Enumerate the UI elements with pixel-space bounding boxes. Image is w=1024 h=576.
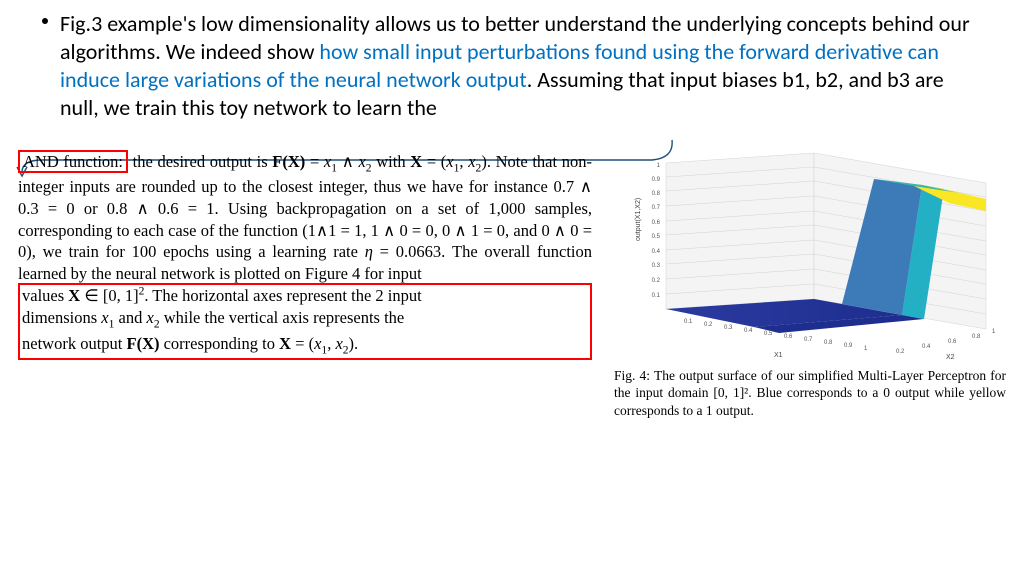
svg-text:0.2: 0.2 [704, 322, 713, 328]
plot-xlabel: X1 [774, 352, 783, 359]
plot-ylabel: X2 [946, 354, 955, 361]
svg-text:0.9: 0.9 [652, 177, 661, 183]
svg-text:0.3: 0.3 [652, 263, 661, 269]
svg-text:0.2: 0.2 [896, 349, 905, 355]
svg-text:0.8: 0.8 [652, 191, 661, 197]
svg-text:0.2: 0.2 [652, 278, 661, 284]
redbox2-line1: values X ∈ [0, 1]2. The horizontal axes … [22, 286, 422, 305]
figure-caption: Fig. 4: The output surface of our simpli… [614, 367, 1006, 420]
paper-line1-rest: the desired output is [128, 152, 272, 171]
redbox2-line3: network output F(X) corresponding to X =… [22, 334, 358, 353]
svg-text:0.4: 0.4 [744, 328, 753, 334]
svg-text:0.6: 0.6 [652, 220, 661, 226]
svg-text:0.8: 0.8 [972, 334, 981, 340]
red-highlight-box-2: values X ∈ [0, 1]2. The horizontal axes … [18, 283, 592, 360]
lower-content: AND function: the desired output is F(X)… [0, 123, 1024, 420]
bullet-dot [42, 18, 48, 24]
svg-text:0.7: 0.7 [652, 205, 661, 211]
paper-formula1: F(X) [272, 152, 305, 171]
redbox2-line2: dimensions x1 and x2 while the vertical … [22, 308, 404, 327]
svg-text:0.7: 0.7 [804, 337, 813, 343]
svg-text:0.1: 0.1 [684, 319, 693, 325]
svg-text:0.9: 0.9 [844, 343, 853, 349]
bullet-text: Fig.3 example's low dimensionality allow… [60, 10, 976, 123]
svg-text:1: 1 [992, 329, 996, 335]
svg-text:0.1: 0.1 [652, 293, 661, 299]
svg-text:0.4: 0.4 [652, 249, 661, 255]
svg-text:0.6: 0.6 [948, 339, 957, 345]
svg-text:0.3: 0.3 [724, 325, 733, 331]
figure-column: 1 0.9 0.8 0.7 0.6 0.5 0.4 0.3 0.2 0.1 0.… [614, 151, 1006, 420]
svg-text:0.5: 0.5 [764, 331, 773, 337]
svg-text:0.8: 0.8 [824, 340, 833, 346]
svg-text:0.5: 0.5 [652, 234, 661, 240]
paper-line2-start: X [410, 152, 422, 171]
surface-plot: 1 0.9 0.8 0.7 0.6 0.5 0.4 0.3 0.2 0.1 0.… [614, 151, 1006, 361]
svg-text:0.4: 0.4 [922, 344, 931, 350]
paper-line1-cont: with [372, 152, 411, 171]
svg-text:1: 1 [864, 346, 868, 352]
surface-plot-svg: 1 0.9 0.8 0.7 0.6 0.5 0.4 0.3 0.2 0.1 0.… [614, 151, 1006, 361]
plot-y-ticks: 0.2 0.4 0.6 0.8 1 [896, 329, 996, 355]
paper-formula1b: x1 ∧ x2 [324, 152, 372, 171]
plot-zlabel: output(X1,X2) [635, 197, 642, 240]
bullet-point-section: Fig.3 example's low dimensionality allow… [0, 10, 1024, 123]
svg-text:1: 1 [657, 163, 661, 169]
svg-text:0.6: 0.6 [784, 334, 793, 340]
plot-z-ticks: 1 0.9 0.8 0.7 0.6 0.5 0.4 0.3 0.2 0.1 [652, 163, 661, 299]
paper-excerpt: AND function: the desired output is F(X)… [18, 151, 592, 420]
paper-line2-startb: (x1, x2) [441, 152, 487, 171]
red-highlight-box-1: AND function: [18, 150, 128, 173]
